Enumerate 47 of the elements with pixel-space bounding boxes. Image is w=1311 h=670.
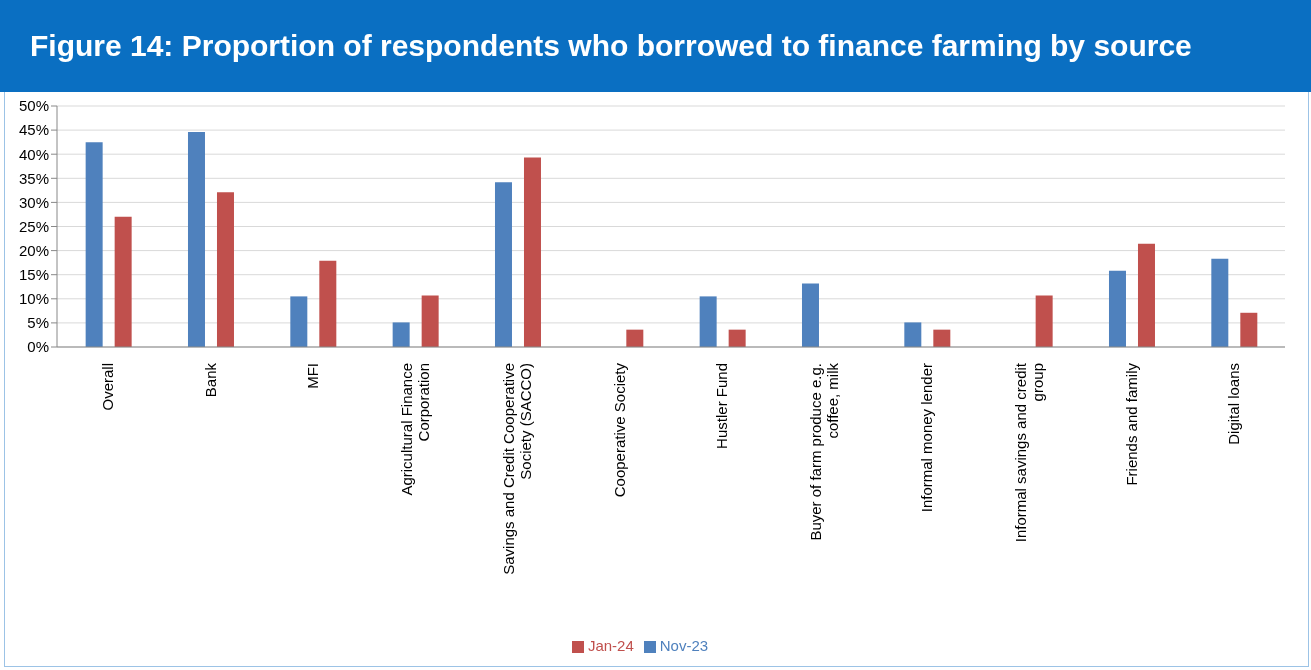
y-tick-label: 10% (18, 290, 49, 308)
x-tick-label: Bank (201, 362, 219, 398)
x-tick-label: Informal money lender (918, 363, 936, 513)
legend-label: Nov-23 (659, 637, 709, 654)
chart-title: Figure 14: Proportion of respondents who borrowed to finance farming by source (30, 29, 1192, 63)
x-tick-label: Friends and family (1122, 362, 1140, 486)
y-tick-label: 20% (18, 241, 49, 259)
legend-label: Jan-24 (587, 637, 634, 654)
x-tick-label: Hustler Fund (713, 363, 731, 449)
bar (933, 329, 951, 347)
y-tick-label: 40% (18, 145, 49, 163)
bar (216, 192, 234, 347)
bar (626, 329, 644, 347)
bar (494, 182, 512, 347)
bar (904, 322, 922, 347)
bar (85, 142, 103, 347)
bar (319, 260, 337, 347)
x-tick-label: Buyer of farm produce e.g. coffee, milk (807, 362, 842, 541)
y-tick-label: 0% (27, 338, 49, 356)
y-tick-label: 35% (18, 169, 49, 187)
bar (1211, 258, 1229, 347)
x-tick-label: Digital loans (1225, 363, 1243, 445)
y-tick-label: 5% (27, 314, 49, 332)
x-tick-label: Agricultural Finance Corporation (397, 363, 433, 496)
bar (1137, 243, 1155, 347)
bar (523, 157, 541, 347)
x-tick-label: Savings and Credit Cooperative Society (SACCO) (500, 363, 535, 575)
bar (392, 322, 410, 347)
bar (728, 329, 746, 347)
bar (1240, 312, 1258, 347)
bar (421, 295, 439, 347)
bar (114, 216, 132, 347)
bar (187, 132, 205, 347)
bar (1108, 270, 1126, 347)
y-tick-label: 15% (18, 266, 49, 284)
x-tick-label: Cooperative Society (611, 362, 629, 498)
bar (699, 296, 717, 347)
bar (801, 283, 819, 347)
bar (1035, 295, 1053, 347)
bar (290, 296, 308, 347)
x-tick-label: Informal savings and credit group (1011, 362, 1047, 543)
y-tick-label: 30% (18, 193, 49, 211)
x-tick-label: Overall (99, 363, 117, 411)
y-tick-label: 50% (18, 97, 49, 115)
y-tick-label: 45% (18, 121, 49, 139)
y-tick-label: 25% (18, 217, 49, 235)
x-tick-label: MFI (304, 363, 322, 389)
